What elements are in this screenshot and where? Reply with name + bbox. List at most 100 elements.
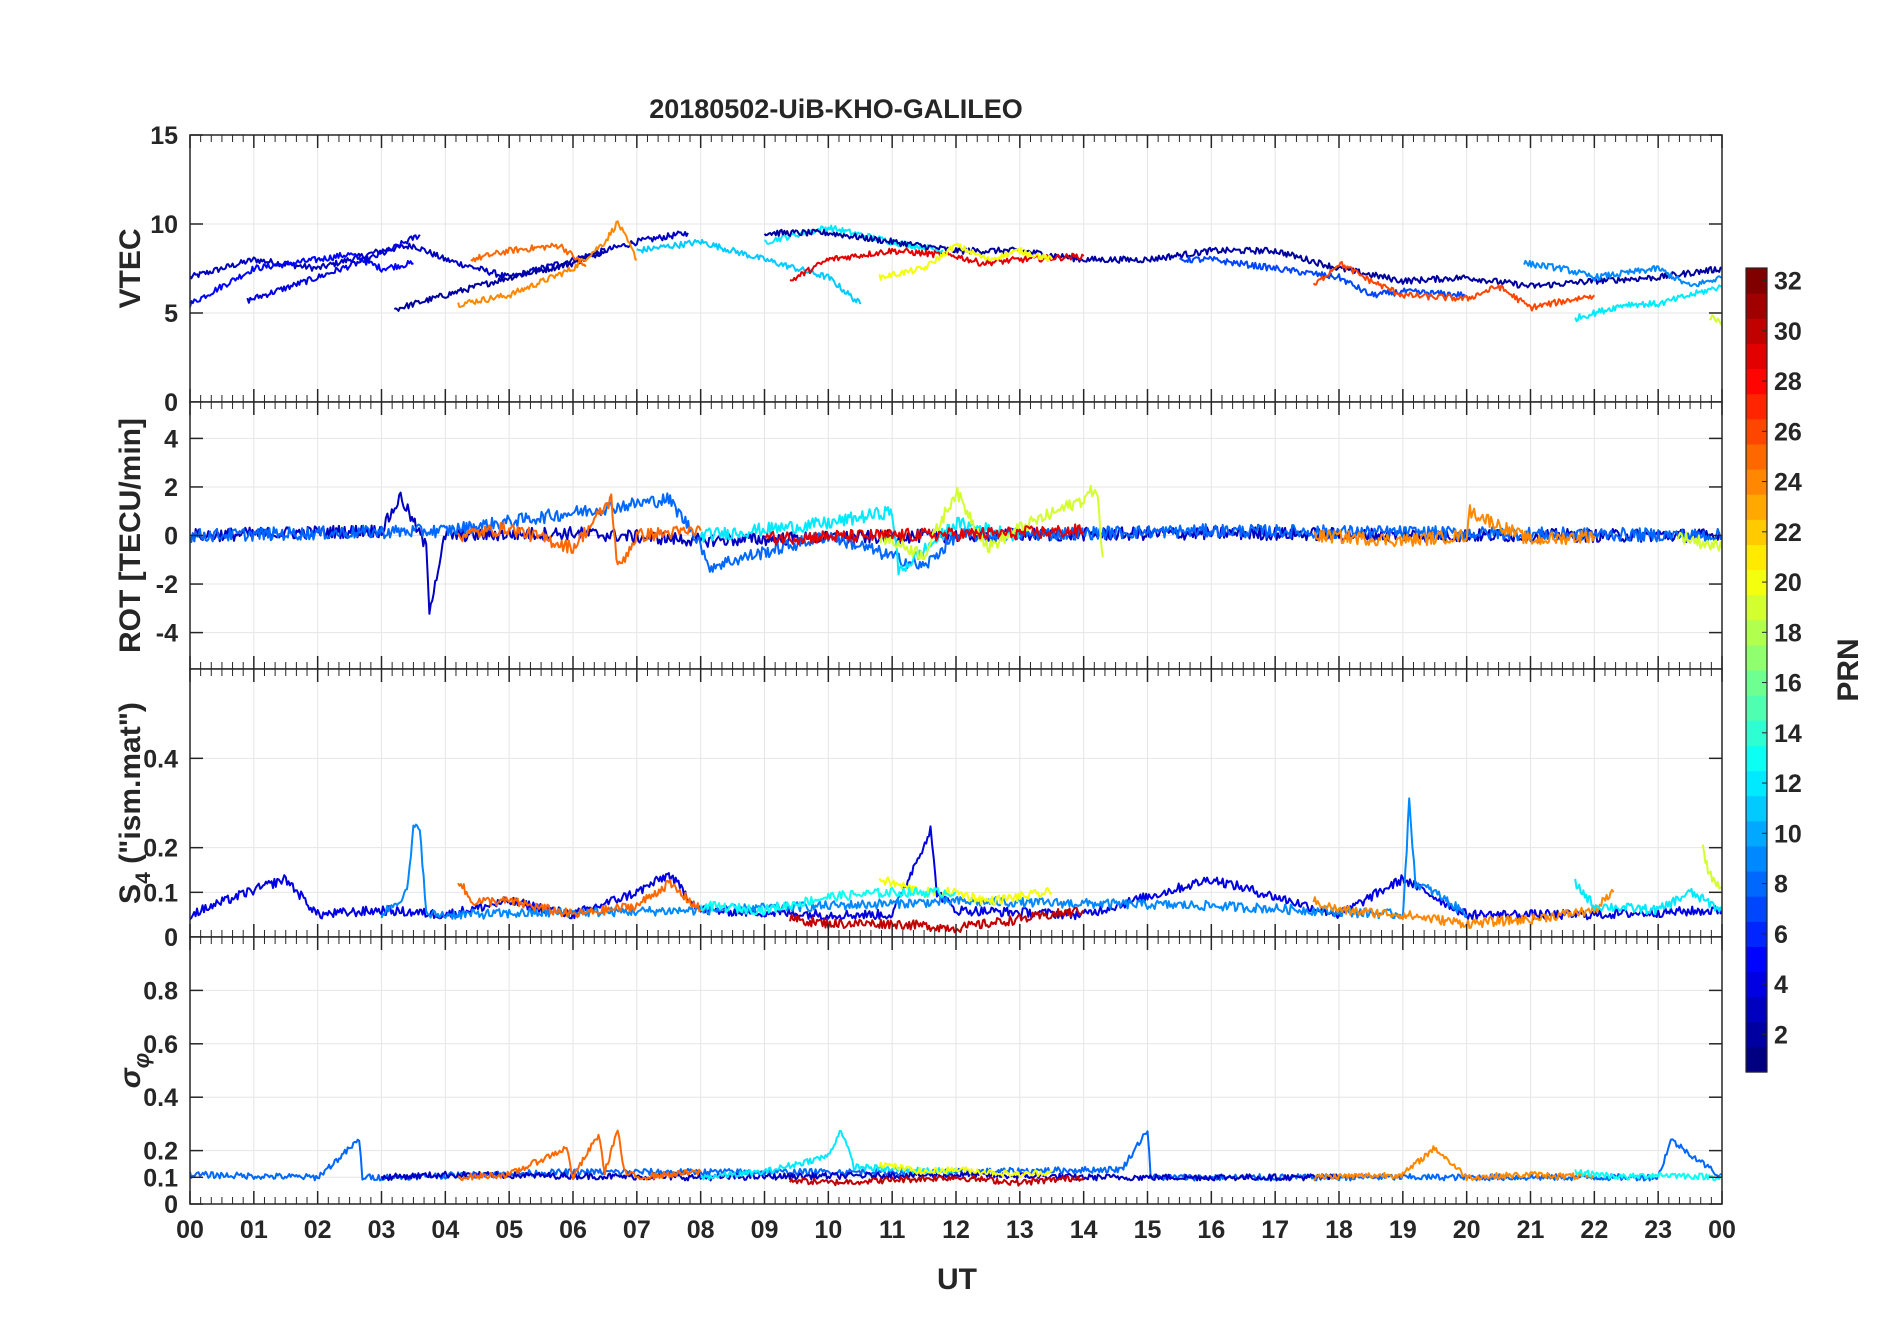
colorbar-swatch	[1746, 393, 1767, 420]
series-group	[190, 797, 1722, 934]
colorbar-tick-label: 12	[1774, 770, 1802, 798]
series-line-prn-9	[1523, 259, 1722, 288]
panel-rot: -4 -2 0 2 4 ROT [TECU/min]	[114, 401, 1723, 670]
y-axis-title: ROT [TECU/min]	[114, 418, 147, 653]
panel-sigma_phi: 00.10.2 0.4 0.6 0.8 σφ 00 01 02 03 04 05 06 07 08 09 10…	[114, 936, 1736, 1244]
colorbar-swatch	[1746, 619, 1767, 646]
series-line-prn-5	[190, 251, 414, 308]
panel-s4: 0 0.1 0.2 0.4S4 ("ism.mat")	[114, 668, 1723, 952]
axes-frame	[189, 936, 1723, 1205]
x-tick-label: 11	[879, 1216, 906, 1244]
series-line-prn-29	[764, 523, 1085, 546]
colorbar-swatch	[1746, 1046, 1767, 1073]
y-axis-title: VTEC	[114, 228, 147, 308]
colorbar-tick-label: 26	[1774, 418, 1802, 446]
y-tick-label: 0.2	[143, 1138, 178, 1166]
colorbar-swatch	[1746, 519, 1767, 545]
colorbar-swatch	[1746, 1021, 1767, 1048]
colorbar-tick-label: 22	[1774, 519, 1802, 547]
y-tick-label: 0	[164, 1191, 178, 1219]
series-group	[190, 220, 1722, 326]
colorbar-swatch	[1746, 695, 1767, 721]
series-group	[190, 1129, 1722, 1187]
x-tick-label: 03	[368, 1216, 396, 1244]
x-tick-label: 09	[751, 1216, 779, 1244]
y-tick-label: 2	[164, 474, 178, 502]
series-line-prn-12	[1574, 878, 1722, 916]
y-tick-label: 0.8	[143, 977, 178, 1005]
series-group	[190, 484, 1722, 615]
series-line-prn-13	[699, 886, 957, 916]
y-tick-label: 10	[150, 211, 178, 239]
series-line-prn-25	[457, 878, 702, 919]
series-line-prn-30	[789, 906, 1085, 934]
x-tick-label: 10	[814, 1216, 842, 1244]
series-line-prn-19	[1709, 314, 1722, 326]
series-line-prn-25	[457, 493, 702, 566]
colorbar-tick-label: 20	[1774, 569, 1802, 597]
x-tick-label: 19	[1389, 1216, 1417, 1244]
series-line-prn-13	[1574, 1169, 1722, 1182]
series-line-prn-24	[1313, 1145, 1595, 1182]
series-line-prn-7	[1179, 255, 1468, 299]
series-line-prn-4	[246, 234, 421, 304]
series-line-prn-24	[1313, 504, 1596, 548]
y-tick-label: -2	[156, 571, 178, 599]
colorbar-tick-label: 18	[1774, 619, 1802, 647]
x-tick-label: 00	[1708, 1216, 1736, 1244]
x-tick-label: 07	[623, 1216, 651, 1244]
colorbar-swatch	[1746, 418, 1767, 445]
colorbar-swatch	[1746, 770, 1767, 797]
colorbar-swatch	[1746, 469, 1767, 495]
x-tick-label: 21	[1517, 1216, 1545, 1244]
series-line-prn-24	[457, 220, 637, 309]
colorbar-tick-label: 14	[1774, 720, 1802, 748]
colorbar-swatch	[1746, 745, 1767, 772]
series-line-prn-11	[636, 238, 862, 305]
x-tick-label: 04	[431, 1216, 459, 1244]
y-tick-label: 0.4	[143, 745, 178, 773]
y-tick-label: 0	[164, 389, 178, 417]
y-tick-label: 0.1	[143, 879, 178, 907]
x-tick-label: 14	[1070, 1216, 1098, 1244]
y-tick-label: 5	[164, 300, 178, 328]
colorbar-swatch	[1746, 569, 1767, 596]
x-tick-label: 06	[559, 1216, 587, 1244]
x-tick-label: 17	[1261, 1216, 1289, 1244]
x-tick-label: 01	[240, 1216, 268, 1244]
colorbar-swatch	[1746, 795, 1767, 822]
x-tick-label: 13	[1006, 1216, 1034, 1244]
colorbar-swatch	[1746, 368, 1767, 395]
x-tick-label: 22	[1580, 1216, 1608, 1244]
colorbar-tick-label: 32	[1774, 268, 1802, 296]
x-tick-label: 23	[1644, 1216, 1672, 1244]
series-line-prn-2	[393, 250, 606, 312]
colorbar-swatch	[1746, 871, 1767, 897]
y-tick-label: 0	[164, 523, 178, 551]
series-line-prn-12	[700, 1129, 957, 1181]
series-line-prn-20	[878, 1161, 1053, 1179]
colorbar-tick-label: 6	[1774, 921, 1788, 949]
y-tick-label: 0	[164, 924, 178, 952]
x-tick-label: 16	[1197, 1216, 1225, 1244]
x-tick-label: 18	[1325, 1216, 1353, 1244]
colorbar-swatch	[1746, 946, 1767, 973]
colorbar-tick-label: 2	[1774, 1021, 1788, 1049]
series-line-prn-19	[878, 484, 1104, 561]
colorbar-swatch	[1746, 544, 1767, 571]
series-line-prn-24	[1312, 888, 1615, 929]
colorbar-swatch	[1746, 343, 1767, 370]
panel-vtec: 0 5 10 15 VTEC	[114, 122, 1723, 417]
x-tick-label: 15	[1134, 1216, 1162, 1244]
series-line-prn-2	[763, 228, 1722, 289]
series-line-prn-3	[380, 1170, 1340, 1182]
colorbar-label: PRN	[1832, 638, 1865, 701]
y-tick-label: 0.2	[143, 835, 178, 863]
x-tick-label: 08	[687, 1216, 715, 1244]
colorbar-tick-label: 4	[1774, 971, 1788, 999]
series-line-prn-20	[878, 876, 1053, 906]
y-axis-title: S4 ("ism.mat")	[114, 702, 155, 904]
